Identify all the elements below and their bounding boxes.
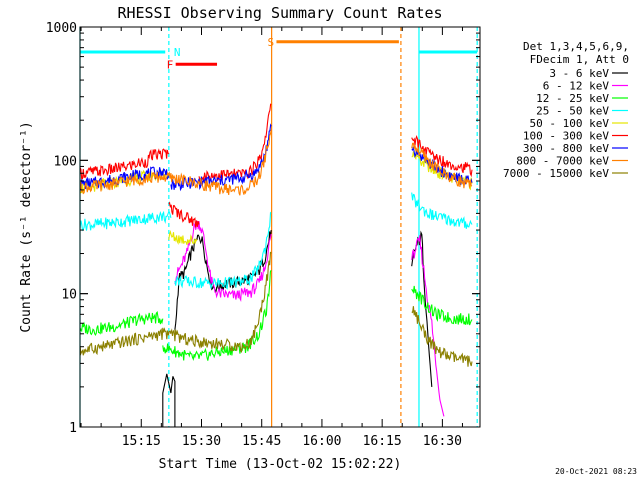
series-line-0-1 — [174, 230, 272, 330]
legend-entry-label: 100 - 300 keV — [523, 130, 609, 143]
chart-title: RHESSI Observing Summary Count Rates — [117, 4, 442, 22]
series-line-2-2 — [411, 285, 473, 326]
series-line-7-0 — [79, 129, 272, 196]
series-line-7-1 — [411, 142, 473, 189]
plot-frame — [79, 26, 481, 428]
series-layer — [79, 103, 473, 427]
x-tick-label: 16:15 — [363, 434, 402, 449]
x-tick-label: 16:30 — [423, 434, 462, 449]
series-line-8-2 — [411, 306, 473, 367]
y-tick-label: 1000 — [46, 21, 77, 36]
axis-layer: 1 10 100 1000 15:15 15:30 15:45 16:00 16:15 16:30 — [46, 21, 480, 449]
series-line-5-0 — [79, 148, 170, 180]
series-line-6-1 — [170, 123, 272, 192]
x-tick-label: 15:45 — [242, 434, 281, 449]
x-tick-label: 15:30 — [182, 434, 221, 449]
series-line-8-1 — [170, 251, 272, 353]
series-line-4-1 — [168, 230, 198, 246]
legend-entry-label: 7000 - 15000 keV — [503, 167, 609, 180]
y-tick-label: 1 — [69, 421, 77, 436]
legend-entry-label: 50 - 100 keV — [530, 117, 610, 130]
x-tick-label: 15:15 — [122, 434, 161, 449]
legend-entry-label: 800 - 7000 keV — [516, 155, 609, 168]
series-line-3-0 — [79, 210, 172, 232]
annotation-label-s: S — [267, 36, 274, 49]
footer-timestamp: 20-Oct-2021 08:23 — [555, 467, 637, 476]
legend-entry-label: 300 - 800 keV — [523, 142, 609, 155]
series-line-8-0 — [79, 327, 172, 356]
series-line-0-0 — [162, 373, 176, 427]
series-line-5-1 — [168, 201, 200, 228]
x-tick-label: 16:00 — [302, 434, 341, 449]
legend-header: Det 1,3,4,5,6,9, — [523, 40, 629, 53]
legend-entry-label: 12 - 25 keV — [536, 92, 609, 105]
series-line-6-2 — [411, 146, 473, 186]
series-line-2-0 — [79, 310, 164, 337]
x-axis-label: Start Time (13-Oct-02 15:02:22) — [159, 457, 402, 472]
y-tick-label: 10 — [61, 288, 77, 303]
series-line-3-1 — [174, 211, 272, 290]
legend-entry-label: 6 - 12 keV — [543, 80, 610, 93]
series-line-6-0 — [80, 166, 170, 190]
legend: Det 1,3,4,5,6,9,FDecim 1, Att 03 - 6 keV… — [503, 40, 629, 180]
series-line-5-2 — [198, 103, 272, 184]
annotation-layer: NF S — [79, 27, 478, 427]
legend-entry-label: 3 - 6 keV — [549, 67, 609, 80]
annotation-label-f: F — [167, 58, 174, 71]
annotation-label-n: N — [174, 46, 181, 59]
y-axis-label: Count Rate (s⁻¹ detector⁻¹) — [19, 121, 34, 332]
legend-entry-label: 25 - 50 keV — [536, 105, 609, 118]
y-tick-label: 100 — [54, 154, 77, 169]
legend-header: FDecim 1, Att 0 — [530, 53, 629, 66]
series-line-3-2 — [411, 192, 473, 229]
